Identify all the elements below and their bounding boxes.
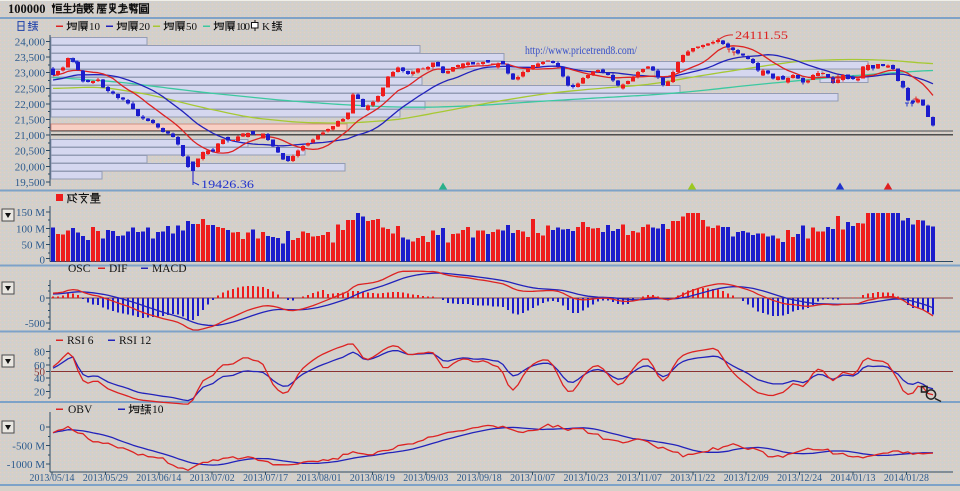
svg-text:22,000: 22,000 xyxy=(15,99,46,111)
svg-text:2013/08/01: 2013/08/01 xyxy=(297,472,342,484)
svg-text:-1000 M: -1000 M xyxy=(7,459,45,471)
svg-text:10: 10 xyxy=(89,21,101,33)
svg-text:2013/05/29: 2013/05/29 xyxy=(83,472,128,484)
svg-text:150 M: 150 M xyxy=(16,207,45,219)
svg-text:24,000: 24,000 xyxy=(15,37,46,49)
svg-text:100: 100 xyxy=(236,21,251,33)
svg-text:40: 40 xyxy=(34,373,46,385)
svg-text:10: 10 xyxy=(152,404,164,416)
svg-text:100 M: 100 M xyxy=(16,223,45,235)
svg-text:2013/05/14: 2013/05/14 xyxy=(30,472,75,484)
svg-text:2013/12/09: 2013/12/09 xyxy=(724,472,769,484)
svg-text:50 M: 50 M xyxy=(21,240,45,252)
svg-text:OSC: OSC xyxy=(68,263,91,275)
svg-text:OBV: OBV xyxy=(68,404,93,416)
svg-text:2013/07/02: 2013/07/02 xyxy=(190,472,235,484)
svg-text:2014/01/28: 2014/01/28 xyxy=(884,472,929,484)
svg-text:2013/11/22: 2013/11/22 xyxy=(670,472,715,484)
svg-text:-500 M: -500 M xyxy=(12,441,45,453)
svg-text:DIF: DIF xyxy=(109,263,128,275)
svg-text:19,500: 19,500 xyxy=(15,177,46,189)
svg-text:20: 20 xyxy=(139,21,151,33)
svg-text:2013/11/07: 2013/11/07 xyxy=(617,472,662,484)
svg-text:21,500: 21,500 xyxy=(15,115,46,127)
svg-text:0: 0 xyxy=(40,255,46,267)
svg-text:100000: 100000 xyxy=(8,2,46,16)
svg-text:2013/10/23: 2013/10/23 xyxy=(564,472,609,484)
svg-text:2013/08/19: 2013/08/19 xyxy=(350,472,395,484)
svg-text:http://www.pricetrend8.com/: http://www.pricetrend8.com/ xyxy=(525,45,638,57)
svg-text:2013/07/17: 2013/07/17 xyxy=(243,472,288,484)
svg-text:22,500: 22,500 xyxy=(15,83,46,95)
svg-text:24111.55: 24111.55 xyxy=(735,30,788,42)
svg-text:0: 0 xyxy=(40,293,46,305)
svg-text:RSI 6: RSI 6 xyxy=(67,335,94,347)
svg-text:19426.36: 19426.36 xyxy=(201,179,254,191)
svg-text:21,000: 21,000 xyxy=(15,130,46,142)
svg-text:MACD: MACD xyxy=(152,263,187,275)
svg-text:2013/06/14: 2013/06/14 xyxy=(136,472,181,484)
svg-text:2013/09/03: 2013/09/03 xyxy=(403,472,448,484)
svg-text:RSI 12: RSI 12 xyxy=(119,335,152,347)
svg-text:20,500: 20,500 xyxy=(15,146,46,158)
svg-text:2014/01/13: 2014/01/13 xyxy=(831,472,876,484)
svg-text:K: K xyxy=(262,21,270,33)
svg-text:0: 0 xyxy=(40,422,46,434)
svg-text:20: 20 xyxy=(34,387,46,399)
svg-text:2013/12/24: 2013/12/24 xyxy=(777,472,822,484)
svg-text:80: 80 xyxy=(34,346,46,358)
svg-text:-500: -500 xyxy=(25,318,46,330)
svg-text:50: 50 xyxy=(186,21,198,33)
svg-text:23,000: 23,000 xyxy=(15,68,46,80)
svg-text:2013/09/18: 2013/09/18 xyxy=(457,472,502,484)
svg-text:23,500: 23,500 xyxy=(15,52,46,64)
svg-text:20,000: 20,000 xyxy=(15,161,46,173)
svg-text:2013/10/07: 2013/10/07 xyxy=(510,472,555,484)
